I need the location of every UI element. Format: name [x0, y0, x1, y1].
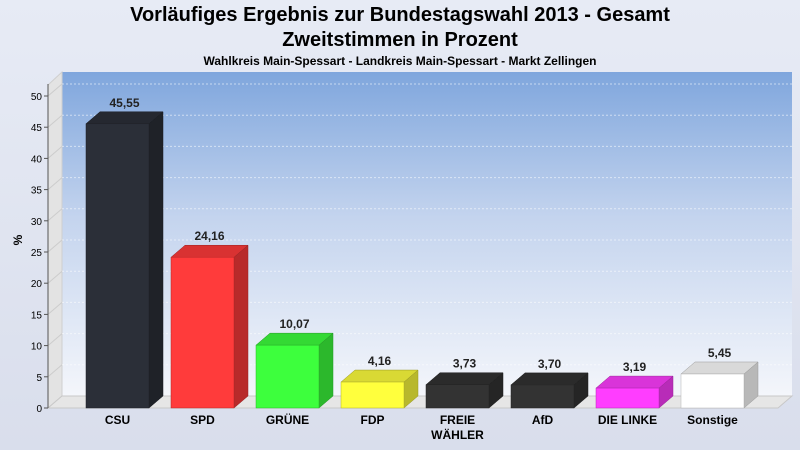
bar-fdp [340, 369, 419, 409]
bar-die-linke [595, 375, 674, 409]
bar-spd [170, 244, 249, 409]
chart-subtitle: Wahlkreis Main-Spessart - Landkreis Main… [203, 54, 597, 68]
x-tick-label: GRÜNE [266, 412, 309, 427]
x-tick-label: FREIE [440, 413, 475, 427]
gridline-side [47, 114, 63, 128]
y-axis-label: % [11, 234, 25, 245]
chart-title-line2: Zweitstimmen in Prozent [282, 29, 518, 51]
y-tick-label: 25 [31, 248, 43, 259]
chart-title: Vorläufiges Ergebnis zur Bundestagswahl … [130, 4, 670, 26]
x-tick-label: FDP [361, 413, 385, 427]
y-tick-label: 15 [31, 310, 43, 321]
y-tick-label: 0 [36, 404, 42, 415]
data-label: 24,16 [194, 229, 224, 243]
y-tick-label: 5 [36, 373, 42, 384]
bar-freie-wähler [425, 372, 504, 409]
data-label: 4,16 [368, 354, 392, 368]
y-tick-label: 35 [31, 186, 43, 197]
data-label: 5,45 [708, 346, 732, 360]
gridline-side [47, 83, 63, 97]
y-tick-label: 45 [31, 123, 43, 134]
x-tick-label: Sonstige [687, 413, 738, 427]
gridline-side [47, 302, 63, 315]
data-label: 3,19 [623, 360, 647, 374]
gridline-side [47, 146, 63, 159]
y-tick-label: 50 [31, 92, 43, 103]
data-label: 10,07 [279, 317, 309, 331]
data-label: 3,73 [453, 357, 477, 371]
x-tick-label: CSU [105, 413, 130, 427]
data-label: 3,70 [538, 357, 562, 371]
bar-csu [85, 111, 164, 409]
bar-grüne [255, 332, 334, 409]
y-tick-label: 40 [31, 154, 43, 165]
bar-sonstige [680, 361, 759, 409]
gridline-side [47, 208, 63, 222]
x-tick-label: SPD [190, 413, 215, 427]
gridline-side [47, 364, 63, 378]
gridline-side [47, 333, 63, 346]
y-tick-label: 20 [31, 279, 43, 290]
x-tick-label: WÄHLER [431, 427, 484, 442]
gridline-side [47, 270, 63, 284]
y-tick-label: 30 [31, 217, 43, 228]
data-label: 45,55 [109, 96, 139, 110]
bar-afd [510, 372, 589, 409]
y-tick-label: 10 [31, 342, 43, 353]
plot-side-wall [47, 70, 63, 410]
x-tick-label: DIE LINKE [598, 413, 657, 427]
gridline-side [47, 177, 63, 190]
gridline-side [47, 239, 63, 253]
x-tick-label: AfD [532, 413, 554, 427]
